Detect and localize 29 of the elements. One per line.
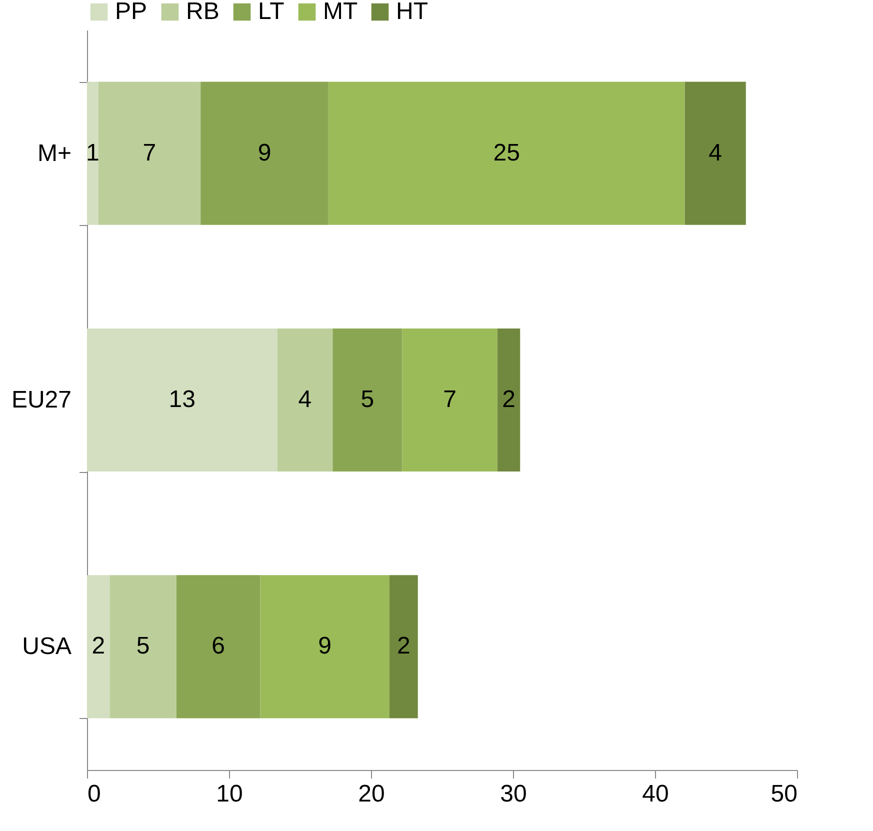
data-label: 9 xyxy=(258,139,272,166)
data-label: 5 xyxy=(360,386,374,413)
data-label: 2 xyxy=(396,632,410,660)
y-tick-label: M+ xyxy=(37,140,72,167)
y-tick-label: USA xyxy=(22,633,72,660)
data-label: 13 xyxy=(168,386,196,413)
x-tick-label: 30 xyxy=(500,780,527,808)
legend-label: PP xyxy=(115,0,148,25)
legend-label: HT xyxy=(396,0,428,25)
data-label: 1 xyxy=(86,139,100,166)
data-label: 7 xyxy=(443,386,456,413)
y-tick-label: EU27 xyxy=(11,386,72,414)
legend-label: MT xyxy=(323,0,358,25)
x-tick-label: 40 xyxy=(642,780,669,808)
data-label: 2 xyxy=(92,632,106,660)
legend-label: LT xyxy=(258,0,285,25)
data-label: 6 xyxy=(212,632,226,660)
data-label: 25 xyxy=(493,139,520,166)
data-label: 5 xyxy=(136,632,150,660)
data-label: 9 xyxy=(318,632,332,660)
x-tick-label: 0 xyxy=(88,780,101,808)
data-label: 4 xyxy=(298,386,312,413)
data-label: 2 xyxy=(502,386,516,413)
legend-label: RB xyxy=(186,0,220,25)
x-tick-label: 10 xyxy=(216,780,243,808)
data-label: 7 xyxy=(142,139,156,166)
data-label: 4 xyxy=(708,139,722,166)
x-tick-label: 20 xyxy=(358,780,385,808)
x-tick-label: 50 xyxy=(770,780,798,808)
